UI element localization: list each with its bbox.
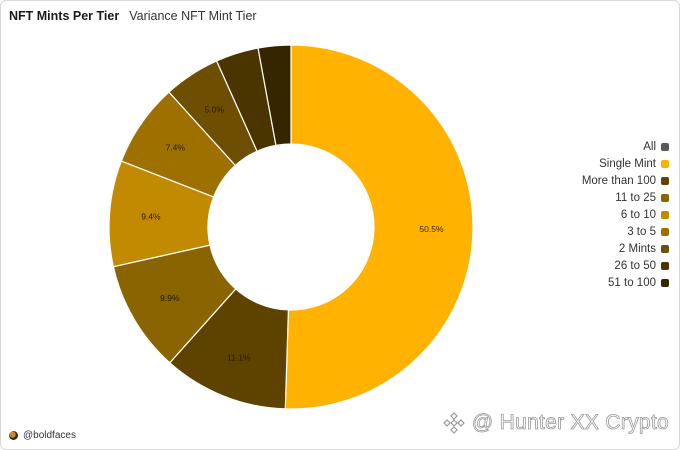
watermark-text: @ Hunter XX Crypto	[471, 411, 669, 435]
chart-legend: All Single Mint More than 100 11 to 25 6 to …	[582, 139, 669, 290]
legend-label: Single Mint	[599, 157, 656, 170]
footer: @boldfaces	[9, 430, 76, 441]
legend-swatch	[661, 261, 669, 270]
legend-label: More than 100	[581, 174, 656, 187]
legend-label: All	[643, 140, 656, 153]
chart-header: NFT Mints Per Tier Variance NFT Mint Tie…	[9, 9, 257, 23]
legend-swatch	[661, 210, 669, 219]
legend-item[interactable]: More than 100	[582, 173, 669, 188]
slice-data-label: 5.0%	[205, 104, 225, 114]
legend-swatch	[661, 244, 669, 253]
legend-swatch	[661, 176, 669, 185]
legend-item[interactable]: 51 to 100	[608, 275, 669, 290]
legend-item[interactable]: 6 to 10	[621, 207, 669, 222]
chart-subtitle: Variance NFT Mint Tier	[129, 9, 257, 23]
legend-swatch	[661, 278, 669, 287]
slice-data-label: 7.4%	[166, 142, 186, 152]
slice-data-label: 9.9%	[160, 293, 180, 303]
legend-swatch	[661, 159, 669, 168]
legend-item[interactable]: 11 to 25	[615, 190, 669, 205]
watermark: @ Hunter XX Crypto	[442, 411, 669, 435]
slice-data-label: 50.5%	[419, 224, 444, 234]
donut-slice[interactable]	[284, 44, 474, 410]
legend-label: 6 to 10	[620, 208, 656, 221]
legend-label: 2 Mints	[618, 242, 656, 255]
legend-swatch	[661, 193, 669, 202]
chart-title: NFT Mints Per Tier	[9, 9, 120, 23]
legend-item[interactable]: All	[643, 139, 669, 154]
donut-slice[interactable]	[257, 44, 292, 147]
legend-swatch	[661, 227, 669, 236]
avatar	[9, 431, 18, 440]
legend-item[interactable]: Single Mint	[599, 156, 669, 171]
legend-label: 26 to 50	[614, 259, 656, 272]
legend-swatch	[661, 142, 669, 151]
legend-label: 51 to 100	[608, 276, 656, 289]
slice-data-label: 9.4%	[141, 211, 161, 221]
legend-label: 3 to 5	[627, 225, 656, 238]
legend-item[interactable]: 26 to 50	[614, 258, 669, 273]
slice-data-label: 11.1%	[227, 352, 251, 362]
legend-item[interactable]: 3 to 5	[627, 224, 669, 239]
watermark-logo-icon	[443, 412, 465, 434]
author-handle: @boldfaces	[23, 430, 76, 441]
legend-label: 11 to 25	[615, 191, 656, 204]
legend-item[interactable]: 2 Mints	[619, 241, 669, 256]
